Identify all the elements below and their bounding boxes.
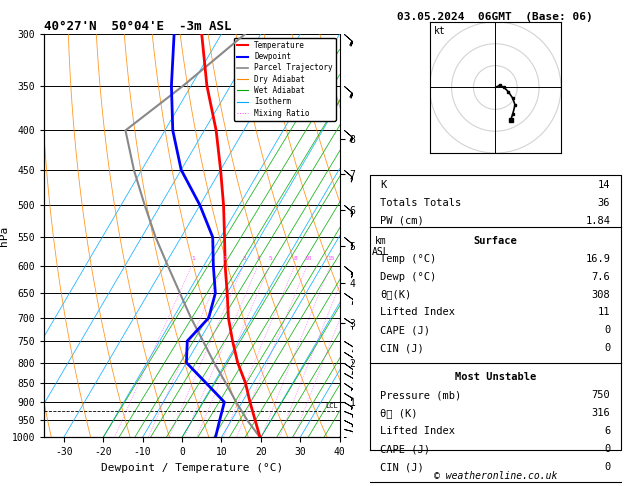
Text: 0: 0	[604, 444, 610, 454]
Text: 5: 5	[269, 256, 272, 261]
Text: 8: 8	[294, 256, 298, 261]
Text: Lifted Index: Lifted Index	[381, 308, 455, 317]
Text: 15: 15	[328, 256, 335, 261]
Text: CIN (J): CIN (J)	[381, 344, 424, 353]
Text: 10: 10	[304, 256, 312, 261]
Text: 16.9: 16.9	[586, 254, 610, 263]
Text: 4: 4	[257, 256, 261, 261]
Text: 1.84: 1.84	[586, 216, 610, 226]
Text: θᴇ (K): θᴇ (K)	[381, 408, 418, 418]
Y-axis label: hPa: hPa	[0, 226, 9, 246]
Text: 36: 36	[598, 198, 610, 208]
X-axis label: Dewpoint / Temperature (°C): Dewpoint / Temperature (°C)	[101, 463, 283, 473]
Text: 11: 11	[598, 308, 610, 317]
Text: Temp (°C): Temp (°C)	[381, 254, 437, 263]
Text: K: K	[381, 180, 387, 190]
Text: CIN (J): CIN (J)	[381, 462, 424, 472]
Text: kt: kt	[433, 26, 445, 36]
Text: θᴇ(K): θᴇ(K)	[381, 290, 411, 299]
Text: 0: 0	[604, 344, 610, 353]
Text: 2: 2	[223, 256, 226, 261]
Text: 1: 1	[191, 256, 194, 261]
Text: Totals Totals: Totals Totals	[381, 198, 462, 208]
Text: 40°27'N  50°04'E  -3m ASL: 40°27'N 50°04'E -3m ASL	[44, 20, 231, 33]
Text: 03.05.2024  06GMT  (Base: 06): 03.05.2024 06GMT (Base: 06)	[398, 12, 593, 22]
Text: 3: 3	[243, 256, 246, 261]
Text: PW (cm): PW (cm)	[381, 216, 424, 226]
Text: 750: 750	[591, 390, 610, 400]
Text: Lifted Index: Lifted Index	[381, 426, 455, 436]
Text: Surface: Surface	[474, 236, 517, 245]
Text: Pressure (mb): Pressure (mb)	[381, 390, 462, 400]
Text: © weatheronline.co.uk: © weatheronline.co.uk	[433, 471, 557, 481]
Text: 316: 316	[591, 408, 610, 418]
Text: 14: 14	[598, 180, 610, 190]
Text: 0: 0	[604, 462, 610, 472]
Text: CAPE (J): CAPE (J)	[381, 326, 430, 335]
Text: LCL: LCL	[325, 403, 338, 409]
Text: 308: 308	[591, 290, 610, 299]
Y-axis label: km
ASL: km ASL	[372, 236, 389, 257]
Text: 6: 6	[604, 426, 610, 436]
Text: 0: 0	[604, 326, 610, 335]
Text: 7.6: 7.6	[591, 272, 610, 281]
Text: Dewp (°C): Dewp (°C)	[381, 272, 437, 281]
Text: Most Unstable: Most Unstable	[455, 372, 536, 382]
Text: CAPE (J): CAPE (J)	[381, 444, 430, 454]
Legend: Temperature, Dewpoint, Parcel Trajectory, Dry Adiabat, Wet Adiabat, Isotherm, Mi: Temperature, Dewpoint, Parcel Trajectory…	[233, 38, 336, 121]
